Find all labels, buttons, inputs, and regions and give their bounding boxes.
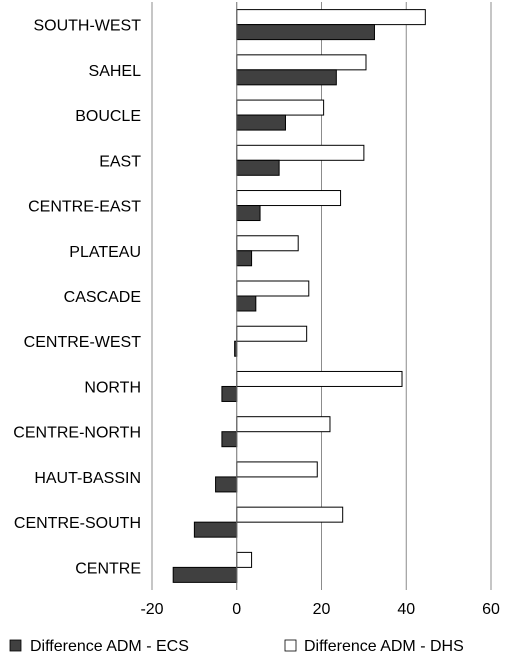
category-label: BOUCLE: [75, 108, 141, 125]
x-tick-label: -20: [140, 601, 163, 618]
bar-dhs: [236, 416, 331, 433]
bar-dhs: [236, 506, 344, 523]
category-label: SAHEL: [89, 63, 142, 80]
bar-dhs: [236, 144, 365, 161]
category-label: CENTRE-NORTH: [13, 425, 141, 442]
x-tick-label: 40: [397, 601, 415, 618]
bar-ecs: [236, 24, 375, 41]
category-label: CENTRE: [75, 560, 141, 577]
x-tick-label: 20: [313, 601, 331, 618]
bar-dhs: [236, 190, 342, 207]
legend-label-ecs: Difference ADM - ECS: [30, 638, 189, 655]
bar-ecs: [193, 521, 238, 538]
category-label: CASCADE: [64, 289, 141, 306]
bar-ecs: [236, 114, 286, 131]
legend-swatch-ecs: [9, 639, 22, 652]
bars: [172, 9, 426, 583]
category-label: PLATEAU: [69, 244, 141, 261]
bar-ecs: [236, 69, 337, 86]
bar-dhs: [236, 9, 426, 26]
bar-dhs: [236, 325, 308, 342]
category-labels: SOUTH-WEST SAHEL BOUCLE EAST CENTRE-EAST PLAT…: [13, 18, 141, 578]
legend: Difference ADM - ECS Difference ADM - DH…: [9, 638, 464, 655]
category-label: EAST: [99, 153, 141, 170]
x-tick-label: 60: [482, 601, 500, 618]
bar-ecs: [236, 295, 257, 312]
x-tick-label: 0: [232, 601, 241, 618]
category-label: SOUTH-WEST: [33, 18, 141, 35]
bar-dhs: [236, 551, 253, 568]
x-tick-labels: -20 0 20 40 60: [140, 601, 500, 618]
bar-dhs: [236, 280, 310, 297]
bar-dhs: [236, 461, 318, 478]
bar-ecs: [236, 159, 280, 176]
category-label: NORTH: [84, 379, 141, 396]
category-label: CENTRE-WEST: [24, 334, 142, 351]
bar-ecs: [236, 250, 253, 267]
bar-ecs: [215, 476, 238, 493]
bar-ecs: [221, 385, 238, 402]
legend-label-dhs: Difference ADM - DHS: [304, 638, 464, 655]
bar-dhs: [236, 54, 367, 71]
bar-ecs: [172, 566, 238, 583]
bar-ecs: [221, 431, 238, 448]
category-label: CENTRE-SOUTH: [14, 515, 141, 532]
gridlines: [151, 2, 492, 590]
bar-dhs: [236, 99, 325, 116]
bar-ecs: [236, 205, 261, 222]
legend-swatch-dhs: [284, 639, 297, 652]
category-label: CENTRE-EAST: [28, 199, 141, 216]
bar-dhs: [236, 370, 403, 387]
category-label: HAUT-BASSIN: [34, 470, 141, 487]
bar-dhs: [236, 235, 299, 252]
